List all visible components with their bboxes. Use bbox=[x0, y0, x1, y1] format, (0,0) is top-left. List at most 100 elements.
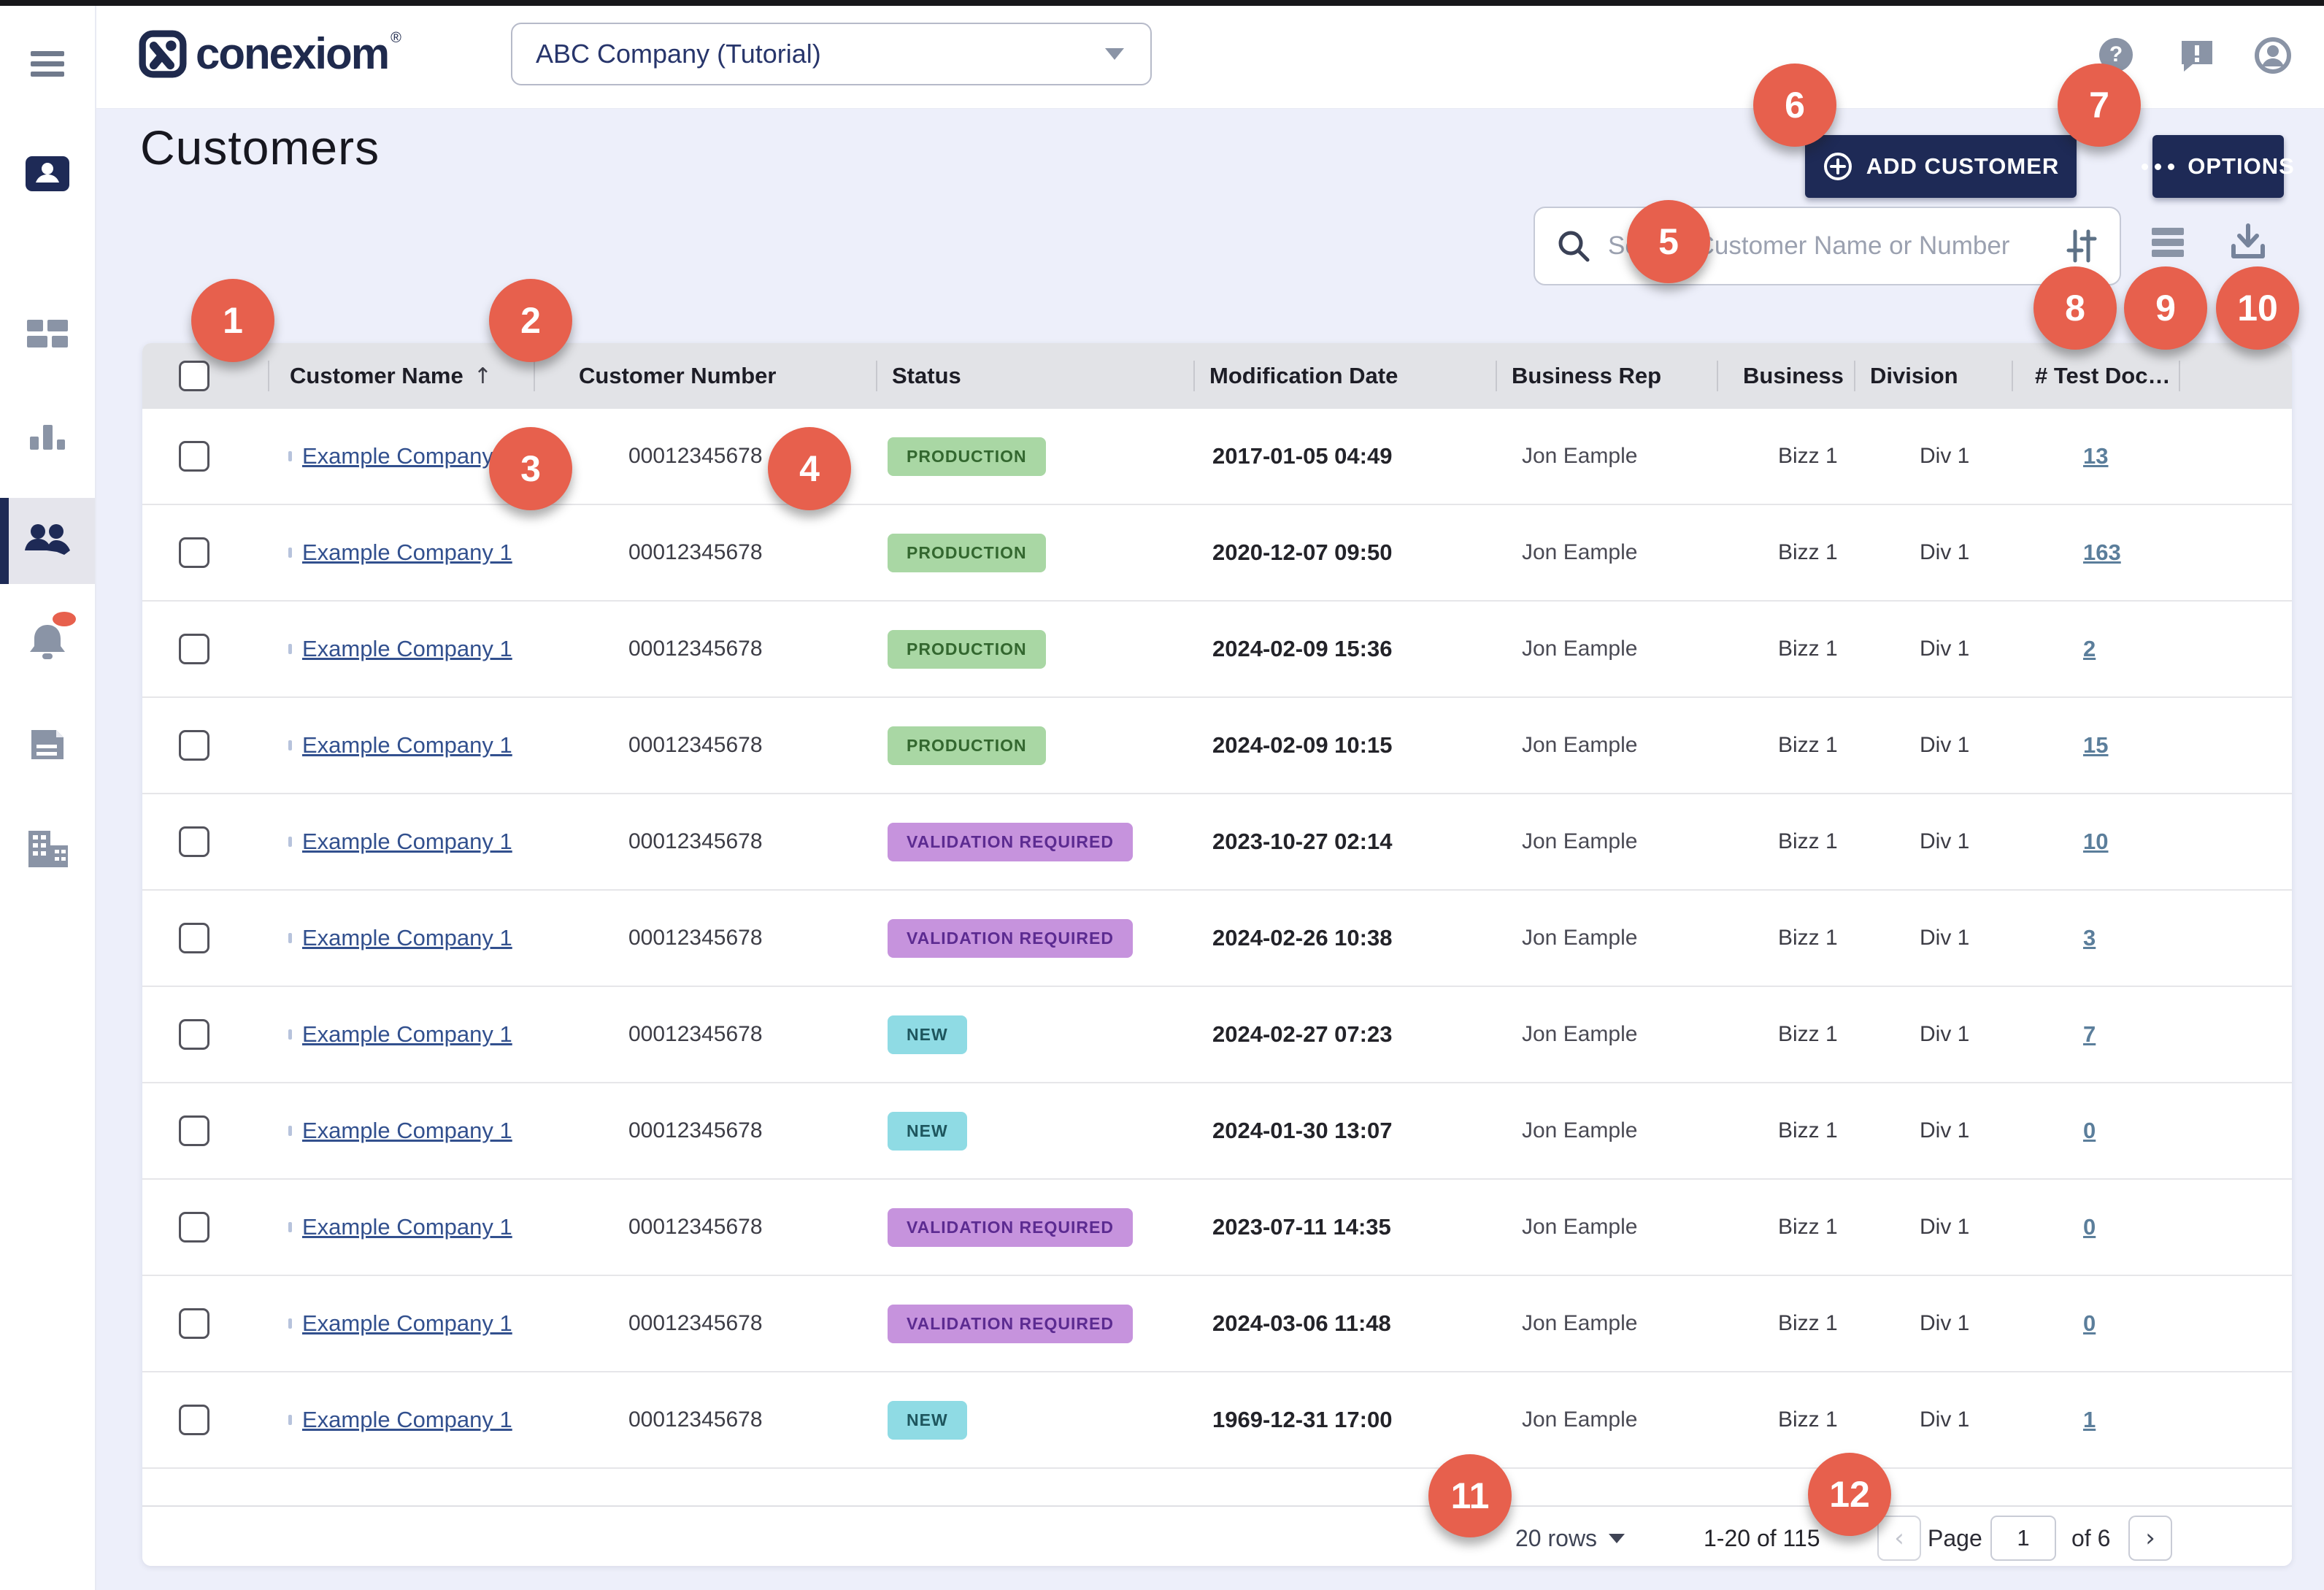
customer-name-cell: Example Company 1 bbox=[288, 1021, 534, 1048]
sidebar-item-reports-chart[interactable] bbox=[0, 418, 95, 456]
test-docs-cell: 7 bbox=[2083, 1021, 2179, 1048]
customer-name-link[interactable]: Example Company 1 bbox=[302, 1021, 512, 1047]
row-checkbox[interactable] bbox=[179, 1115, 209, 1146]
customer-name-cell: Example Company 1 bbox=[288, 925, 534, 951]
business-rep-cell: Jon Eample bbox=[1522, 926, 1638, 950]
row-checkbox[interactable] bbox=[179, 730, 209, 761]
options-button[interactable]: OPTIONS bbox=[2142, 135, 2294, 198]
customer-name-link[interactable]: Example Company 1 bbox=[302, 1118, 512, 1143]
test-docs-link[interactable]: 10 bbox=[2083, 829, 2109, 854]
header-business[interactable]: Business bbox=[1717, 343, 1854, 409]
account-icon[interactable] bbox=[2254, 37, 2291, 74]
sidebar-item-documents[interactable] bbox=[0, 726, 95, 764]
sidebar-item-contact-card[interactable] bbox=[0, 153, 95, 194]
row-checkbox[interactable] bbox=[179, 1212, 209, 1243]
test-docs-link[interactable]: 163 bbox=[2083, 539, 2121, 565]
table-pagination-bar: 20 rows 1-20 of 115 ‹ Page of 6 › bbox=[142, 1507, 2292, 1566]
conexiom-logo-icon bbox=[139, 30, 187, 78]
row-checkbox[interactable] bbox=[179, 1405, 209, 1435]
row-select-cell bbox=[142, 923, 268, 953]
test-docs-link[interactable]: 15 bbox=[2083, 732, 2109, 758]
customer-name-link[interactable]: Example Company 1 bbox=[302, 829, 512, 854]
window-top-edge bbox=[0, 0, 2324, 6]
header-business-rep[interactable]: Business Rep bbox=[1496, 343, 1717, 409]
row-drag-dot bbox=[288, 451, 292, 461]
division-cell: Div 1 bbox=[1920, 1118, 1970, 1142]
test-docs-link[interactable]: 0 bbox=[2083, 1310, 2096, 1336]
test-docs-cell: 0 bbox=[2083, 1310, 2179, 1337]
customer-name-link[interactable]: Example Company 1 bbox=[302, 925, 512, 950]
table-row: Example Company 1 00012345678 VALIDATION R… bbox=[142, 891, 2292, 987]
help-icon[interactable]: ? bbox=[2098, 37, 2134, 73]
row-drag-dot bbox=[288, 1222, 292, 1232]
company-selector-dropdown[interactable]: ABC Company (Tutorial) bbox=[511, 23, 1152, 85]
division-cell: Div 1 bbox=[1920, 540, 1970, 564]
header-test-docs[interactable]: # Test Doc… bbox=[2012, 343, 2179, 409]
header-status[interactable]: Status bbox=[876, 343, 1193, 409]
options-label: OPTIONS bbox=[2188, 153, 2295, 179]
hamburger-menu-icon[interactable] bbox=[0, 47, 95, 82]
division-cell: Div 1 bbox=[1920, 733, 1970, 757]
download-icon[interactable] bbox=[2228, 221, 2269, 266]
row-checkbox[interactable] bbox=[179, 923, 209, 953]
rows-per-page-select[interactable]: 20 rows bbox=[1515, 1507, 1625, 1566]
table-row: Example Company 1 00012345678 PRODUCTION 20… bbox=[142, 409, 2292, 505]
rows-per-page-value: 20 rows bbox=[1515, 1524, 1598, 1551]
row-checkbox[interactable] bbox=[179, 826, 209, 857]
density-view-icon[interactable] bbox=[2150, 226, 2187, 264]
status-badge: VALIDATION REQUIRED bbox=[888, 1304, 1133, 1343]
test-docs-link[interactable]: 2 bbox=[2083, 636, 2096, 661]
next-page-button[interactable]: › bbox=[2128, 1516, 2172, 1561]
modification-date-cell: 2020-12-07 09:50 bbox=[1212, 539, 1393, 565]
row-checkbox[interactable] bbox=[179, 537, 209, 568]
test-docs-link[interactable]: 7 bbox=[2083, 1021, 2096, 1047]
header-spacer bbox=[2179, 343, 2292, 409]
sidebar-item-customers[interactable] bbox=[0, 518, 95, 561]
row-select-cell bbox=[142, 1212, 268, 1243]
test-docs-link[interactable]: 0 bbox=[2083, 1118, 2096, 1143]
select-all-checkbox[interactable] bbox=[179, 361, 209, 391]
row-checkbox[interactable] bbox=[179, 441, 209, 472]
test-docs-link[interactable]: 1 bbox=[2083, 1407, 2096, 1432]
test-docs-link[interactable]: 13 bbox=[2083, 443, 2109, 469]
row-checkbox[interactable] bbox=[179, 1019, 209, 1050]
sidebar-item-dashboard[interactable] bbox=[0, 315, 95, 352]
customer-number-cell: 00012345678 bbox=[628, 637, 763, 661]
row-checkbox[interactable] bbox=[179, 634, 209, 664]
svg-text:?: ? bbox=[2109, 42, 2123, 66]
topbar: conexiom ® ABC Company (Tutorial) ? bbox=[95, 6, 2324, 109]
row-checkbox[interactable] bbox=[179, 1308, 209, 1339]
header-division[interactable]: Division bbox=[1854, 343, 2012, 409]
customer-name-link[interactable]: Example Company 1 bbox=[302, 1310, 512, 1336]
add-customer-label: ADD CUSTOMER bbox=[1866, 153, 2060, 179]
table-row: Example Company 1 00012345678 PRODUCTION 20… bbox=[142, 698, 2292, 794]
division-cell: Div 1 bbox=[1920, 1022, 1970, 1046]
feedback-icon[interactable] bbox=[2178, 37, 2215, 73]
customer-number-cell: 00012345678 bbox=[628, 829, 763, 853]
customer-name-link[interactable]: Example Company 1 bbox=[302, 1214, 512, 1240]
test-docs-link[interactable]: 0 bbox=[2083, 1214, 2096, 1240]
customer-name-link[interactable]: Example Company 1 bbox=[302, 539, 512, 565]
customer-name-link[interactable]: Example Company 1 bbox=[302, 443, 512, 469]
filter-icon[interactable] bbox=[2063, 227, 2101, 265]
header-customer-name[interactable]: Customer Name ↑ bbox=[268, 343, 534, 409]
header-customer-number[interactable]: Customer Number bbox=[534, 343, 876, 409]
status-badge: PRODUCTION bbox=[888, 629, 1046, 669]
customer-name-link[interactable]: Example Company 1 bbox=[302, 636, 512, 661]
status-badge: VALIDATION REQUIRED bbox=[888, 918, 1133, 958]
status-badge: PRODUCTION bbox=[888, 533, 1046, 572]
sidebar-item-company-building[interactable] bbox=[0, 828, 95, 870]
header-modification-date[interactable]: Modification Date bbox=[1193, 343, 1496, 409]
row-drag-dot bbox=[288, 1029, 292, 1040]
modification-date-cell: 2024-02-09 10:15 bbox=[1212, 732, 1393, 758]
customer-name-link[interactable]: Example Company 1 bbox=[302, 1407, 512, 1432]
add-customer-button[interactable]: ADD CUSTOMER bbox=[1805, 135, 2077, 198]
test-docs-link[interactable]: 3 bbox=[2083, 925, 2096, 950]
page-number-input[interactable] bbox=[1990, 1516, 2056, 1561]
business-rep-cell: Jon Eample bbox=[1522, 637, 1638, 661]
previous-page-button[interactable]: ‹ bbox=[1877, 1516, 1921, 1561]
row-drag-dot bbox=[288, 644, 292, 654]
sidebar-item-notifications-bell[interactable] bbox=[0, 619, 95, 663]
customer-name-link[interactable]: Example Company 1 bbox=[302, 732, 512, 758]
table-row: Example Company 1 00012345678 VALIDATION R… bbox=[142, 1276, 2292, 1372]
